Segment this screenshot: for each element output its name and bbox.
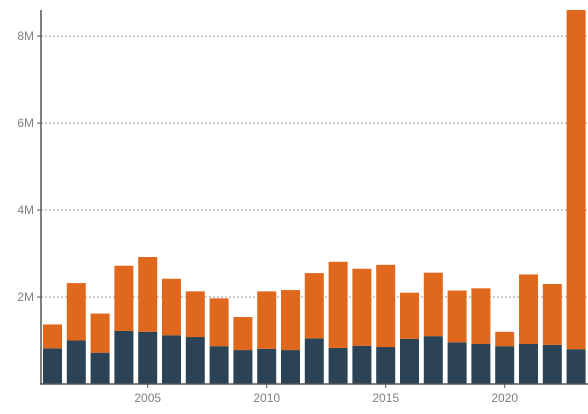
y-tick-label: 2M <box>17 290 34 304</box>
y-tick-label: 6M <box>17 116 34 130</box>
bar-segment-2005-series-1 <box>138 331 158 384</box>
bar-segment-2013-series-1 <box>328 347 348 384</box>
y-axis-ticks: 2M 4M 6M 8M <box>17 29 41 304</box>
bar-segment-2002-series-1 <box>66 340 86 384</box>
bar-segment-2002-series-2 <box>66 283 86 341</box>
bar-segment-2008-series-1 <box>209 346 229 384</box>
bar-segment-2008-series-2 <box>209 298 229 347</box>
bar-segment-2015-series-2 <box>376 264 396 348</box>
bar-segment-2010-series-2 <box>257 291 277 349</box>
bar-segment-2014-series-2 <box>352 268 372 346</box>
bar-segment-2003-series-2 <box>90 313 110 353</box>
bar-segment-2022-series-2 <box>542 283 562 345</box>
bar-segment-2019-series-1 <box>471 343 491 384</box>
bar-segment-2021-series-1 <box>519 343 538 384</box>
x-axis-ticks: 2005 2010 2015 2020 <box>134 384 518 405</box>
bar-segment-2007-series-1 <box>185 337 205 384</box>
bar-segment-2020-series-1 <box>495 346 515 384</box>
bar-segment-2001-series-1 <box>43 348 62 384</box>
bars <box>43 10 586 384</box>
x-tick-label: 2005 <box>134 391 161 405</box>
y-tick-label: 4M <box>17 203 34 217</box>
bar-segment-2017-series-2 <box>423 272 443 337</box>
bar-segment-2011-series-1 <box>281 350 300 384</box>
bar-segment-2003-series-1 <box>90 352 110 384</box>
axes <box>40 10 588 385</box>
bar-segment-2018-series-2 <box>447 290 467 343</box>
bar-segment-2023-series-2 <box>566 10 586 350</box>
bar-segment-2001-series-2 <box>43 324 62 349</box>
bar-segment-2006-series-1 <box>162 335 181 384</box>
bar-segment-2016-series-2 <box>400 292 419 339</box>
x-tick-label: 2020 <box>491 391 518 405</box>
bar-segment-2019-series-2 <box>471 288 491 344</box>
bar-segment-2015-series-1 <box>376 347 396 384</box>
bar-segment-2017-series-1 <box>423 336 443 384</box>
bar-segment-2016-series-1 <box>400 338 419 384</box>
bar-segment-2004-series-2 <box>114 265 134 331</box>
bar-segment-2014-series-1 <box>352 345 372 384</box>
bar-segment-2012-series-1 <box>304 338 324 384</box>
bar-segment-2011-series-2 <box>281 290 300 351</box>
bar-segment-2018-series-1 <box>447 342 467 384</box>
bar-segment-2009-series-2 <box>233 317 253 351</box>
bar-segment-2009-series-1 <box>233 350 253 384</box>
bar-segment-2013-series-2 <box>328 261 348 348</box>
bar-segment-2004-series-1 <box>114 330 134 384</box>
bar-segment-2012-series-2 <box>304 273 324 339</box>
bar-segment-2006-series-2 <box>162 278 181 336</box>
y-tick-label: 8M <box>17 29 34 43</box>
bar-segment-2005-series-2 <box>138 257 158 332</box>
x-tick-label: 2015 <box>372 391 399 405</box>
grid <box>41 35 588 298</box>
bar-segment-2022-series-1 <box>542 344 562 384</box>
bar-segment-2020-series-2 <box>495 331 515 347</box>
bar-segment-2010-series-1 <box>257 348 277 384</box>
bar-segment-2021-series-2 <box>519 274 538 344</box>
bar-segment-2023-series-1 <box>566 349 586 384</box>
bar-segment-2007-series-2 <box>185 291 205 338</box>
x-tick-label: 2010 <box>253 391 280 405</box>
